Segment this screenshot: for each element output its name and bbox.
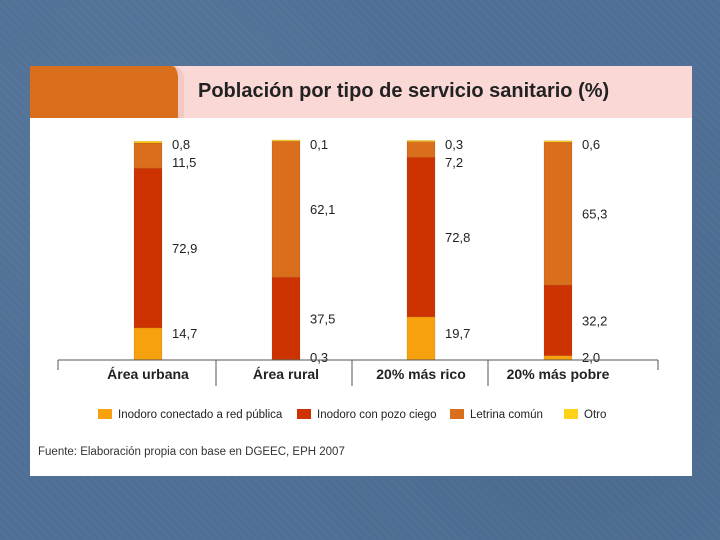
bar-segment	[543, 140, 573, 143]
data-label: 0,6	[582, 137, 600, 152]
data-label: 14,7	[172, 326, 197, 341]
legend-swatch	[564, 409, 578, 419]
source-note: Fuente: Elaboración propia con base en D…	[38, 446, 345, 458]
bar-segment	[406, 140, 436, 142]
bar-segment	[543, 141, 573, 286]
bar-segment	[406, 157, 436, 318]
bar-segment	[543, 284, 573, 356]
bar-segment	[271, 140, 301, 278]
data-label: 0,8	[172, 137, 190, 152]
bar-segment	[543, 355, 573, 361]
data-label: 32,2	[582, 313, 607, 328]
chart-title: Población por tipo de servicio sanitario…	[198, 80, 610, 102]
data-label: 0,3	[445, 137, 463, 152]
chart-card: Población por tipo de servicio sanitario…	[30, 66, 692, 476]
data-label: 11,5	[172, 155, 196, 170]
stacked-bar-chart: 0,8 11,5 72,9 14,7 0,1 62,1 37,5 0,3 0,3 7,2 72,8 1…	[57, 137, 659, 421]
bar-segment	[406, 316, 436, 361]
bar-segment	[406, 141, 436, 158]
data-label: 19,7	[445, 326, 470, 341]
legend-swatch	[297, 409, 311, 419]
bar-segment	[271, 276, 301, 360]
data-label: 2,0	[582, 350, 600, 365]
data-label: 0,1	[310, 137, 328, 152]
data-label: 0,3	[310, 350, 328, 365]
category-label: Área rural	[253, 366, 319, 382]
data-label: 72,9	[172, 241, 197, 256]
legend-label: Inodoro conectado a red pública	[118, 409, 283, 421]
data-label: 7,2	[445, 155, 463, 170]
bar-segment	[133, 167, 163, 329]
data-label: 72,8	[445, 230, 470, 245]
bar-segment	[133, 142, 163, 169]
bar-segment	[133, 140, 163, 144]
data-label: 65,3	[582, 207, 607, 222]
category-label: Área urbana	[107, 366, 189, 382]
legend-label: Inodoro con pozo ciego	[317, 409, 437, 421]
title-bar: Población por tipo de servicio sanitario…	[30, 66, 692, 118]
data-label: 62,1	[310, 202, 335, 217]
bar-segment	[271, 139, 301, 142]
category-label: 20% más rico	[376, 366, 466, 382]
title-accent-tab	[30, 66, 184, 118]
legend-label: Letrina común	[470, 409, 543, 421]
legend-swatch	[450, 409, 464, 419]
legend-label: Otro	[584, 409, 606, 421]
category-label: 20% más pobre	[507, 366, 610, 382]
legend-swatch	[98, 409, 112, 419]
data-label: 37,5	[310, 311, 335, 326]
bar-segment	[133, 327, 163, 361]
